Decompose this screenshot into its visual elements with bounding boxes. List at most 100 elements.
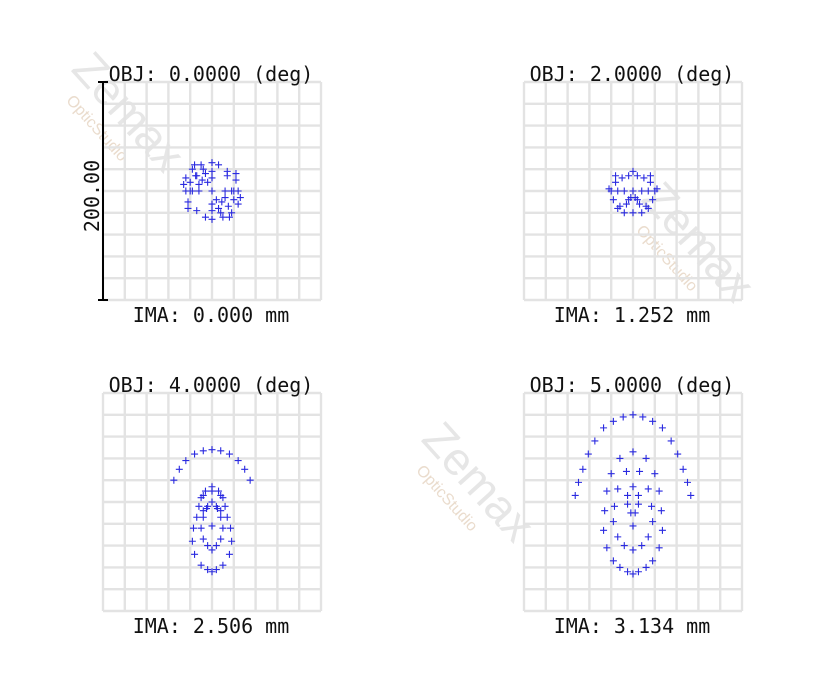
spot-point xyxy=(225,213,233,221)
spot-point xyxy=(236,194,244,202)
spot-point xyxy=(217,535,225,543)
spot-point xyxy=(638,209,646,217)
spot-point xyxy=(658,424,666,432)
spot-point xyxy=(203,505,211,513)
spot-point xyxy=(208,187,216,195)
spot-point xyxy=(639,413,647,421)
spot-point xyxy=(674,450,682,458)
spot-point xyxy=(644,533,652,541)
spot-point xyxy=(642,454,650,462)
spot-point xyxy=(642,563,650,571)
spot-point xyxy=(189,524,197,532)
spot-point xyxy=(612,178,620,186)
spot-point xyxy=(208,568,216,576)
spot-point xyxy=(609,196,617,204)
spot-point xyxy=(657,507,665,515)
spot-point xyxy=(208,446,216,454)
spot-point xyxy=(180,180,188,188)
spot-point xyxy=(633,172,641,180)
spot-panel-0: OBJ: 0.0000 (deg) IMA: 0.000 mm xyxy=(101,62,323,327)
spot-point xyxy=(208,207,216,215)
spot-point xyxy=(571,491,579,499)
spot-point xyxy=(221,187,229,195)
spot-point xyxy=(215,204,223,212)
spot-point xyxy=(193,513,201,521)
spot-point xyxy=(186,178,194,186)
spots-0 xyxy=(180,159,244,223)
spot-point xyxy=(186,187,194,195)
spot-point xyxy=(646,178,654,186)
spot-point xyxy=(197,524,205,532)
spot-point xyxy=(631,509,639,517)
spot-point xyxy=(182,457,190,465)
spot-point xyxy=(638,542,646,550)
spot-point xyxy=(607,470,615,478)
spot-point xyxy=(228,209,236,217)
spot-point xyxy=(201,487,209,495)
spot-point xyxy=(208,546,216,554)
grid-2 xyxy=(101,391,323,613)
spot-point xyxy=(225,450,233,458)
spot-point xyxy=(655,487,663,495)
ima-label-1: IMA: 1.252 mm xyxy=(554,303,711,327)
spot-point xyxy=(614,187,622,195)
spot-point xyxy=(191,550,199,558)
spot-point xyxy=(223,172,231,180)
spot-point xyxy=(212,196,220,204)
spot-point xyxy=(622,200,630,208)
spot-point xyxy=(217,513,225,521)
spot-point xyxy=(184,204,192,212)
spot-point xyxy=(620,209,628,217)
scale-bar-label: 200.00 xyxy=(80,160,104,232)
spot-point xyxy=(616,454,624,462)
spot-point xyxy=(658,526,666,534)
spot-point xyxy=(622,467,630,475)
spot-point xyxy=(653,185,661,193)
spot-point xyxy=(230,196,238,204)
obj-label-1: OBJ: 2.0000 (deg) xyxy=(530,62,735,86)
spot-point xyxy=(625,196,633,204)
spot-point xyxy=(234,457,242,465)
spot-point xyxy=(208,167,216,175)
spot-point xyxy=(204,566,212,574)
spot-point xyxy=(182,174,190,182)
spot-panel-2: OBJ: 4.0000 (deg) IMA: 2.506 mm xyxy=(101,373,323,638)
ima-label-0: IMA: 0.000 mm xyxy=(133,303,290,327)
spot-point xyxy=(609,518,617,526)
spot-point xyxy=(609,557,617,565)
spot-point xyxy=(212,566,220,574)
spot-point xyxy=(199,165,207,173)
spot-point xyxy=(221,194,229,202)
spot-point xyxy=(199,447,207,455)
spot-point xyxy=(219,524,227,532)
spot-point xyxy=(618,174,626,182)
spot-point xyxy=(195,180,203,188)
spot-point xyxy=(579,465,587,473)
spot-point xyxy=(208,174,216,182)
spot-point xyxy=(228,537,236,545)
spot-point xyxy=(649,518,657,526)
spot-point xyxy=(629,411,637,419)
scale-bar: 200.00 xyxy=(80,81,108,301)
spot-point xyxy=(629,570,637,578)
spot-point xyxy=(241,465,249,473)
spot-point xyxy=(636,467,644,475)
grid-3 xyxy=(522,391,744,613)
spot-point xyxy=(175,465,183,473)
obj-label-2: OBJ: 4.0000 (deg) xyxy=(109,373,314,397)
spot-point xyxy=(609,417,617,425)
spot-point xyxy=(208,200,216,208)
spot-point xyxy=(640,174,648,182)
spot-point xyxy=(638,187,646,195)
spot-point xyxy=(215,487,223,495)
spot-point xyxy=(217,447,225,455)
spot-point xyxy=(624,568,632,576)
spot-point xyxy=(197,561,205,569)
spot-point xyxy=(600,526,608,534)
spot-point xyxy=(584,450,592,458)
spot-point xyxy=(614,204,622,212)
spot-point xyxy=(198,176,206,184)
spot-point xyxy=(217,209,225,217)
ima-label-2: IMA: 2.506 mm xyxy=(133,614,290,638)
